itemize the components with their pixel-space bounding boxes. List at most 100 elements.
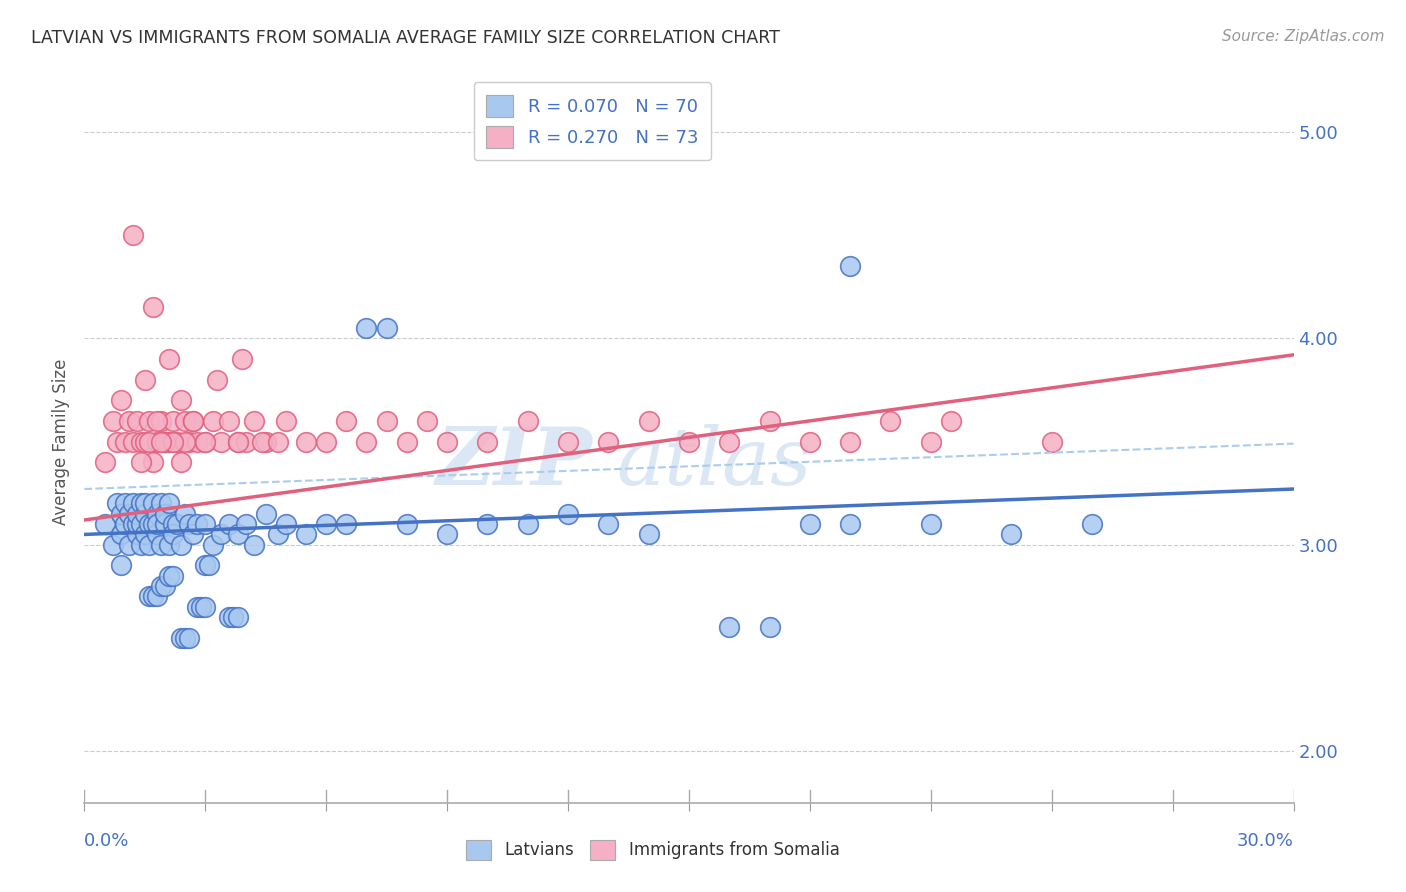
Point <box>125 517 148 532</box>
Point <box>129 538 152 552</box>
Point <box>557 434 579 449</box>
Point <box>162 527 184 541</box>
Point <box>170 538 193 552</box>
Point <box>138 517 160 532</box>
Point <box>121 228 143 243</box>
Point <box>149 496 172 510</box>
Point <box>129 455 152 469</box>
Point <box>162 568 184 582</box>
Point <box>235 434 257 449</box>
Point <box>315 434 337 449</box>
Text: ZIP: ZIP <box>436 425 592 502</box>
Point <box>166 517 188 532</box>
Point <box>142 301 165 315</box>
Point <box>1040 434 1063 449</box>
Point <box>190 599 212 614</box>
Point <box>235 517 257 532</box>
Point <box>134 373 156 387</box>
Point <box>110 558 132 573</box>
Point <box>157 351 180 366</box>
Point <box>110 393 132 408</box>
Point <box>146 527 169 541</box>
Point <box>395 434 418 449</box>
Text: 30.0%: 30.0% <box>1237 831 1294 850</box>
Point <box>93 517 115 532</box>
Point <box>157 538 180 552</box>
Point <box>146 517 169 532</box>
Point <box>637 527 659 541</box>
Point <box>121 434 143 449</box>
Point <box>839 517 862 532</box>
Point <box>114 496 136 510</box>
Point <box>146 590 169 604</box>
Point <box>162 517 184 532</box>
Point <box>202 538 225 552</box>
Point <box>218 610 240 624</box>
Point <box>194 517 217 532</box>
Point <box>174 414 197 428</box>
Point <box>162 414 184 428</box>
Text: Source: ZipAtlas.com: Source: ZipAtlas.com <box>1222 29 1385 44</box>
Point <box>129 434 152 449</box>
Text: LATVIAN VS IMMIGRANTS FROM SOMALIA AVERAGE FAMILY SIZE CORRELATION CHART: LATVIAN VS IMMIGRANTS FROM SOMALIA AVERA… <box>31 29 780 46</box>
Point <box>134 496 156 510</box>
Point <box>114 434 136 449</box>
Point <box>138 538 160 552</box>
Point <box>194 434 217 449</box>
Point <box>142 517 165 532</box>
Point <box>226 527 249 541</box>
Point <box>146 434 169 449</box>
Point <box>209 434 232 449</box>
Point <box>939 414 962 428</box>
Point <box>170 455 193 469</box>
Point <box>110 527 132 541</box>
Point <box>1000 527 1022 541</box>
Point <box>242 538 264 552</box>
Point <box>170 393 193 408</box>
Point <box>375 414 398 428</box>
Point <box>209 527 232 541</box>
Point <box>194 599 217 614</box>
Point <box>149 538 172 552</box>
Point <box>134 527 156 541</box>
Point <box>516 414 538 428</box>
Point <box>274 414 297 428</box>
Point <box>105 434 128 449</box>
Point <box>157 496 180 510</box>
Point <box>799 434 821 449</box>
Point <box>110 507 132 521</box>
Point <box>101 538 124 552</box>
Point <box>226 434 249 449</box>
Point <box>436 527 458 541</box>
Point <box>226 434 249 449</box>
Point <box>153 434 176 449</box>
Point <box>166 434 188 449</box>
Point <box>105 496 128 510</box>
Point <box>174 434 197 449</box>
Point <box>186 434 208 449</box>
Point <box>207 373 229 387</box>
Point <box>375 321 398 335</box>
Point <box>125 414 148 428</box>
Point <box>295 527 318 541</box>
Point <box>1081 517 1104 532</box>
Point <box>186 517 208 532</box>
Point <box>174 631 197 645</box>
Point <box>879 414 901 428</box>
Point <box>142 590 165 604</box>
Point <box>153 507 176 521</box>
Point <box>125 507 148 521</box>
Point <box>218 414 240 428</box>
Point <box>267 434 290 449</box>
Point <box>157 568 180 582</box>
Point <box>315 517 337 532</box>
Point <box>254 434 277 449</box>
Point <box>118 538 141 552</box>
Point <box>118 414 141 428</box>
Point <box>598 517 620 532</box>
Point <box>198 558 221 573</box>
Point <box>157 434 180 449</box>
Legend: Latvians, Immigrants from Somalia: Latvians, Immigrants from Somalia <box>458 833 846 867</box>
Point <box>162 434 184 449</box>
Point <box>799 517 821 532</box>
